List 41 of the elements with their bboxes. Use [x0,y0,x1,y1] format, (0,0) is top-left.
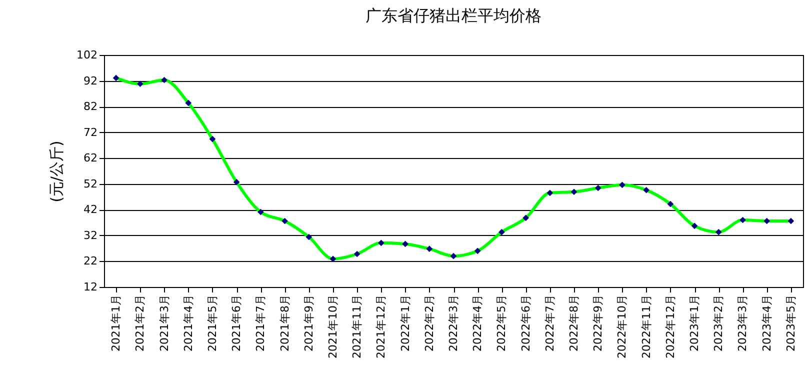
x-tick-label: 2022年6月 [519,294,532,352]
y-tick-label: 62 [84,152,98,165]
x-tick-label: 2021年11月 [350,294,364,358]
y-tick-label: 32 [84,228,98,242]
x-tick-label: 2022年4月 [471,294,484,352]
x-tick-label: 2022年5月 [495,294,508,352]
x-tick-label: 2023年1月 [688,294,702,352]
x-tick-label: 2022年2月 [422,294,436,352]
y-tick-label: 92 [84,74,98,88]
x-tick-label: 2021年7月 [254,294,268,352]
x-tick-label: 2021年12月 [374,294,388,358]
x-tick-label: 2022年12月 [664,294,677,358]
x-tick-label: 2021年1月 [110,294,123,352]
x-tick-label: 2023年5月 [784,294,798,352]
x-tick-label: 2021年6月 [230,294,244,352]
x-tick-label: 2021年10月 [326,294,340,358]
x-tick-label: 2021年4月 [182,294,195,352]
x-tick-label: 2022年10月 [616,294,629,358]
x-tick-label: 2023年3月 [736,294,750,352]
x-tick-label: 2023年4月 [760,294,774,352]
x-tick-label: 2022年7月 [543,294,556,352]
x-tick-label: 2021年2月 [134,294,147,352]
x-tick-label: 2022年8月 [568,294,581,352]
y-tick-label: 12 [84,280,98,294]
x-tick-label: 2022年1月 [398,294,412,352]
chart-title: 广东省仔猪出栏平均价格 [366,6,542,25]
x-tick-label: 2022年9月 [592,294,605,352]
x-tick-label: 2021年9月 [302,294,316,352]
y-tick-label: 22 [84,254,98,268]
x-tick-label: 2023年2月 [712,294,726,352]
x-tick-label: 2022年11月 [640,294,653,358]
y-axis-title: (元/公斤) [48,140,66,202]
y-tick-label: 102 [76,48,98,62]
x-tick-label: 2021年3月 [158,294,171,352]
y-tick-label: 72 [84,126,98,139]
y-tick-label: 52 [84,177,98,190]
x-tick-label: 2021年8月 [278,294,292,352]
y-tick-label: 42 [84,203,98,216]
y-tick-label: 82 [84,100,98,114]
x-tick-label: 2022年3月 [447,294,460,352]
x-tick-label: 2021年5月 [206,294,219,352]
